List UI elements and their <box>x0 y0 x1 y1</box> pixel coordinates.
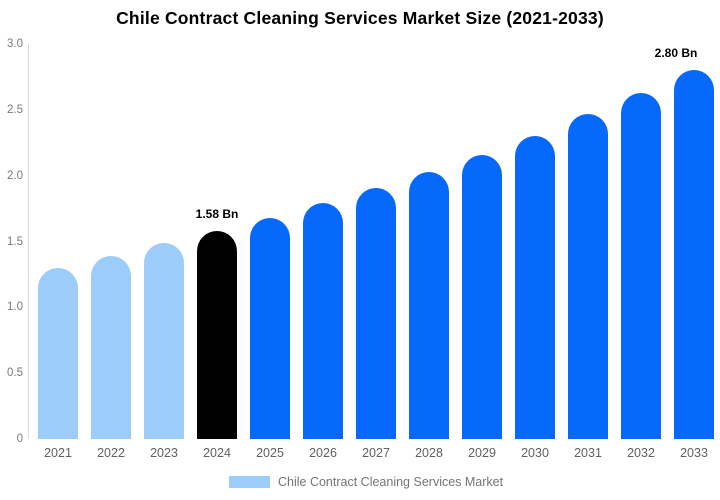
bar-2027 <box>356 187 396 439</box>
x-label-2029: 2029 <box>468 446 496 460</box>
x-label-2026: 2026 <box>309 446 337 460</box>
x-label-2027: 2027 <box>362 446 390 460</box>
x-label-2031: 2031 <box>574 446 602 460</box>
chart-title: Chile Contract Cleaning Services Market … <box>116 8 604 28</box>
y-tick-3.0: 3.0 <box>7 38 23 50</box>
x-label-2032: 2032 <box>627 446 655 460</box>
value-label-2024: 1.58 Bn <box>195 206 239 221</box>
y-tick-2.0: 2.0 <box>7 169 23 182</box>
bar-2028 <box>409 171 449 439</box>
bar-2032 <box>621 92 661 439</box>
bar-2021 <box>38 267 78 439</box>
y-tick-0.5: 0.5 <box>7 367 23 380</box>
bar-2023 <box>144 242 184 439</box>
legend-swatch <box>229 476 270 488</box>
bar-2022 <box>91 255 131 439</box>
value-label-2033: 2.80 Bn <box>654 46 698 61</box>
bar-2031 <box>568 113 608 439</box>
y-tick-0: 0 <box>16 433 23 445</box>
y-axis-line <box>28 44 29 439</box>
x-label-2025: 2025 <box>256 446 284 460</box>
legend-label: Chile Contract Cleaning Services Market <box>278 475 504 489</box>
x-label-2030: 2030 <box>521 446 549 460</box>
y-tick-2.5: 2.5 <box>7 103 23 116</box>
x-label-2033: 2033 <box>680 446 708 460</box>
legend: Chile Contract Cleaning Services Market <box>229 474 503 490</box>
bar-2026 <box>303 203 343 439</box>
y-tick-1.5: 1.5 <box>7 235 23 248</box>
x-label-2022: 2022 <box>97 446 125 460</box>
x-label-2028: 2028 <box>415 446 443 460</box>
y-tick-1.0: 1.0 <box>7 301 23 314</box>
bar-2024 <box>197 230 237 439</box>
bar-2029 <box>462 154 502 439</box>
bar-2033 <box>674 70 714 439</box>
x-label-2021: 2021 <box>44 446 72 460</box>
x-label-2024: 2024 <box>203 446 231 460</box>
bar-2030 <box>515 136 555 439</box>
bar-2025 <box>250 217 290 439</box>
x-label-2023: 2023 <box>150 446 178 460</box>
